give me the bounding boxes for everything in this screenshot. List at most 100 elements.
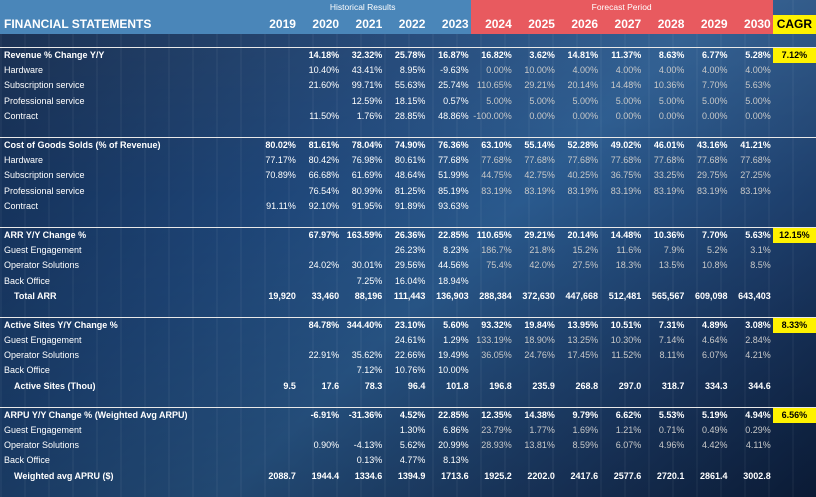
cagr-empty [773,438,816,453]
spacer-cell [514,214,557,228]
value-cell: 0.00% [529,110,555,121]
value-cell: 186.7% [481,245,512,256]
value-cell [686,363,729,378]
value-cell: 43.16% [686,136,730,154]
value-cell: 33,460 [311,290,340,301]
value-cell: 18.3% [615,260,642,271]
value-cell [730,199,773,214]
table-row: Operator Solutions 22.91% 35.62% 22.66% 19.4… [0,348,816,363]
value-cell: 42.75% [524,170,555,181]
value-cell: 7.70% [702,80,728,91]
spacer-cell [557,34,600,48]
value-cell: 16.87% [427,47,471,64]
cagr-value: 6.56% [772,406,816,423]
table-row: Operator Solutions 0.90% -4.13% 5.62% 20.99%… [0,438,816,453]
spacer-cell [514,124,557,138]
value-cell: 5.00% [529,95,555,106]
value-cell: 27.5% [572,260,599,271]
value-cell [255,348,298,363]
value-cell: 8.5% [750,260,771,271]
value-cell: 0.71% [658,425,685,436]
value-cell: 2577.6 [613,470,642,481]
value-cell: 4.42% [702,440,728,451]
spacer-cell [298,394,341,408]
value-cell: 1.77% [529,425,555,436]
total-row: Total ARR 19,920 33,460 88,196 111,443 136,90… [0,289,816,304]
value-cell: 344.40% [341,316,385,333]
spacer-cell [686,34,729,48]
value-cell: 61.69% [351,170,383,181]
value-cell: 8.63% [643,47,687,64]
value-cell: 10.8% [702,260,728,271]
spacer-cell [686,214,729,228]
value-cell: 22.85% [427,226,471,244]
value-cell: 4.00% [745,65,771,76]
row-label: Operator Solutions [4,260,80,271]
value-cell [341,243,384,258]
value-cell: 88,196 [354,290,383,301]
table-row: Back Office 7.25% 16.04% 18.94% [0,273,816,288]
cagr-empty [773,63,816,78]
spacer-cell [514,394,557,408]
value-cell [514,199,557,214]
value-cell: 14.48% [610,80,642,91]
value-cell [255,423,298,438]
spacer-cell [686,394,729,408]
cagr-empty [773,469,816,484]
value-cell: 21.8% [529,245,555,256]
value-cell: 16.04% [394,275,426,286]
value-cell: 51.99% [438,170,469,181]
value-cell: 4.00% [615,65,642,76]
value-cell: 20.14% [556,226,601,244]
value-cell: 136,903 [436,290,469,301]
section-header-row: Cost of Goods Solds (% of Revenue) 80.02%… [0,136,816,154]
year-header: 2019 [254,15,298,34]
value-cell: 43.41% [351,65,383,76]
value-cell: 18.90% [524,335,555,346]
value-cell: 0.00% [615,110,642,121]
spacer-cell [773,214,816,228]
spacer-row [0,394,816,408]
value-cell: 565,567 [651,290,685,301]
spacer-cell [427,124,470,138]
value-cell: 80.42% [308,155,340,166]
value-cell: 4.94% [729,406,773,423]
table-row: Back Office 0.13% 4.77% 8.13% [0,453,816,468]
value-cell: 7.9% [663,245,685,256]
value-cell: 10.76% [394,365,426,376]
value-cell: 29.56% [394,260,426,271]
value-cell [471,273,514,288]
value-cell: 35.62% [351,350,383,361]
value-cell: 6.77% [686,47,730,64]
cagr-empty [773,184,816,199]
value-cell: 10.36% [643,226,687,244]
value-cell: 1713.6 [441,470,469,481]
value-cell: 83.19% [610,185,642,196]
value-cell: 288,384 [479,290,512,301]
value-cell: 12.59% [351,95,383,106]
value-cell: 3.62% [513,47,557,64]
year-header: 2025 [513,15,557,34]
value-cell: 1.29% [443,335,469,346]
value-cell: 78.04% [341,136,385,154]
value-cell [600,363,643,378]
value-cell: 77.68% [481,155,512,166]
cagr-empty [773,423,816,438]
cagr-empty [773,94,816,109]
table-row: Contract 91.11% 92.10% 91.95% 91.89% 93.63% [0,199,816,214]
value-cell [255,453,298,468]
value-cell [730,363,773,378]
value-cell: 5.00% [745,95,771,106]
value-cell: 27.25% [740,170,771,181]
value-cell: 0.57% [443,95,469,106]
value-cell: 92.10% [308,200,340,211]
value-cell: 77.68% [524,155,555,166]
value-cell: 1334.6 [354,470,383,481]
value-cell: 74.90% [384,136,428,154]
year-header: 2021 [341,15,385,34]
spacer-cell [686,124,729,138]
spacer-cell [0,124,255,138]
value-cell: 70.89% [265,170,296,181]
value-cell: 5.00% [615,95,642,106]
value-cell: 42.0% [529,260,555,271]
